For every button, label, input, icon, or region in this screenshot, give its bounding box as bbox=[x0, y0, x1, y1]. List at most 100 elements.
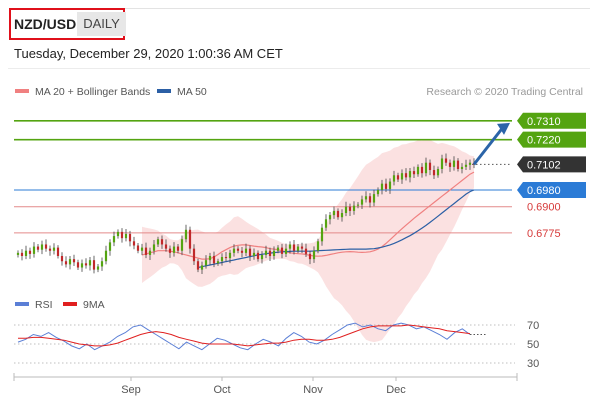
level-tag-bg bbox=[517, 156, 586, 173]
arrow-shaft bbox=[472, 126, 505, 166]
ma20-line bbox=[141, 171, 475, 260]
candle-57 bbox=[244, 243, 248, 256]
candle-body bbox=[392, 175, 396, 182]
rsi-panel: 70 50 30 bbox=[14, 320, 539, 370]
candle-body bbox=[208, 255, 212, 261]
candle-3 bbox=[28, 247, 32, 259]
candle-76 bbox=[320, 223, 324, 246]
candle-body bbox=[92, 260, 96, 270]
bollinger-band bbox=[142, 139, 474, 343]
candle-body bbox=[28, 250, 32, 254]
candle-body bbox=[172, 246, 176, 253]
candle-24 bbox=[112, 231, 116, 247]
candle-body bbox=[16, 252, 20, 255]
candle-body bbox=[196, 261, 200, 270]
candle-58 bbox=[248, 245, 252, 262]
candle-body bbox=[372, 194, 376, 203]
candle-body bbox=[144, 247, 148, 255]
candle-body bbox=[80, 263, 84, 268]
candle-body bbox=[188, 229, 192, 249]
candle-73 bbox=[308, 250, 312, 265]
candle-16 bbox=[80, 259, 84, 272]
candle-86 bbox=[360, 195, 364, 210]
candle-14 bbox=[72, 254, 76, 267]
candle-99 bbox=[412, 166, 416, 179]
arrow-head bbox=[497, 122, 510, 135]
candle-50 bbox=[216, 258, 220, 266]
candle-109 bbox=[452, 156, 456, 171]
level-label-0.6900: 0.6900 bbox=[527, 202, 561, 214]
period-button[interactable]: DAILY bbox=[77, 12, 126, 36]
candle-9 bbox=[52, 243, 56, 255]
candle-38 bbox=[168, 245, 172, 258]
rsi-tick-30: 30 bbox=[527, 358, 539, 370]
candle-body bbox=[336, 210, 340, 218]
level-lines bbox=[14, 119, 512, 234]
candle-75 bbox=[316, 238, 320, 254]
rsi-legend-label: RSI bbox=[35, 299, 53, 311]
candle-78 bbox=[328, 211, 332, 225]
candle-101 bbox=[420, 163, 424, 178]
candle-82 bbox=[344, 201, 348, 217]
ma9-legend-swatch bbox=[63, 302, 77, 306]
candle-body bbox=[220, 257, 224, 262]
candle-body bbox=[128, 233, 132, 242]
axis-label-Sep: Sep bbox=[121, 384, 141, 396]
candle-body bbox=[48, 248, 52, 251]
candle-body bbox=[360, 199, 364, 205]
candle-13 bbox=[68, 255, 72, 270]
candle-body bbox=[88, 260, 92, 266]
candle-body bbox=[116, 231, 120, 237]
candle-body bbox=[432, 170, 436, 176]
candle-body bbox=[376, 189, 380, 195]
candle-48 bbox=[208, 252, 212, 266]
candle-60 bbox=[256, 250, 260, 262]
candle-body bbox=[436, 168, 440, 176]
candle-41 bbox=[180, 235, 184, 256]
axis-label-Nov: Nov bbox=[303, 384, 323, 396]
candle-97 bbox=[404, 168, 408, 181]
level-tag-bg bbox=[517, 112, 586, 129]
candle-102 bbox=[424, 157, 428, 177]
candle-body bbox=[388, 181, 392, 189]
candle-77 bbox=[324, 214, 328, 231]
level-tag-text: 0.7102 bbox=[527, 159, 561, 171]
rsi-legend-swatch bbox=[15, 302, 29, 306]
candle-42 bbox=[184, 224, 188, 243]
candle-51 bbox=[220, 253, 224, 266]
candle-81 bbox=[340, 209, 344, 222]
candle-body bbox=[288, 244, 292, 249]
candle-40 bbox=[176, 244, 180, 254]
candle-body bbox=[344, 206, 348, 214]
candle-body bbox=[248, 248, 252, 256]
candle-body bbox=[108, 242, 112, 251]
candle-21 bbox=[100, 257, 104, 271]
candle-body bbox=[412, 171, 416, 175]
candle-body bbox=[224, 257, 228, 259]
candle-69 bbox=[292, 240, 296, 255]
candle-107 bbox=[444, 153, 448, 166]
candle-body bbox=[304, 248, 308, 254]
candle-55 bbox=[236, 246, 240, 254]
time-axis: Sep Oct Nov Dec bbox=[13, 373, 518, 396]
candle-body bbox=[272, 250, 276, 256]
candle-47 bbox=[204, 255, 208, 269]
candle-111 bbox=[460, 163, 464, 174]
candle-body bbox=[156, 239, 160, 245]
candle-7 bbox=[44, 239, 48, 252]
candle-body bbox=[452, 160, 456, 167]
candle-29 bbox=[132, 236, 136, 250]
level-tag-0.7220: 0.7220 bbox=[517, 131, 586, 148]
candle-91 bbox=[380, 179, 384, 195]
candle-108 bbox=[448, 159, 452, 172]
candle-body bbox=[260, 254, 264, 260]
candle-body bbox=[404, 173, 408, 178]
bollinger-band-fill bbox=[142, 139, 474, 343]
candle-body bbox=[396, 175, 400, 180]
candle-90 bbox=[376, 187, 380, 197]
candle-body bbox=[312, 250, 316, 260]
candle-70 bbox=[296, 244, 300, 254]
candle-body bbox=[136, 245, 140, 251]
datetime-label: Tuesday, December 29, 2020 1:00:36 AM CE… bbox=[14, 46, 283, 61]
candle-113 bbox=[468, 159, 472, 170]
